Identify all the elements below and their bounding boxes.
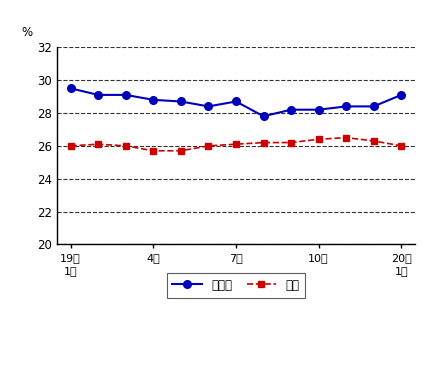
Text: %: %: [21, 27, 32, 39]
Legend: 岐陀県, 全国: 岐陀県, 全国: [166, 273, 305, 298]
